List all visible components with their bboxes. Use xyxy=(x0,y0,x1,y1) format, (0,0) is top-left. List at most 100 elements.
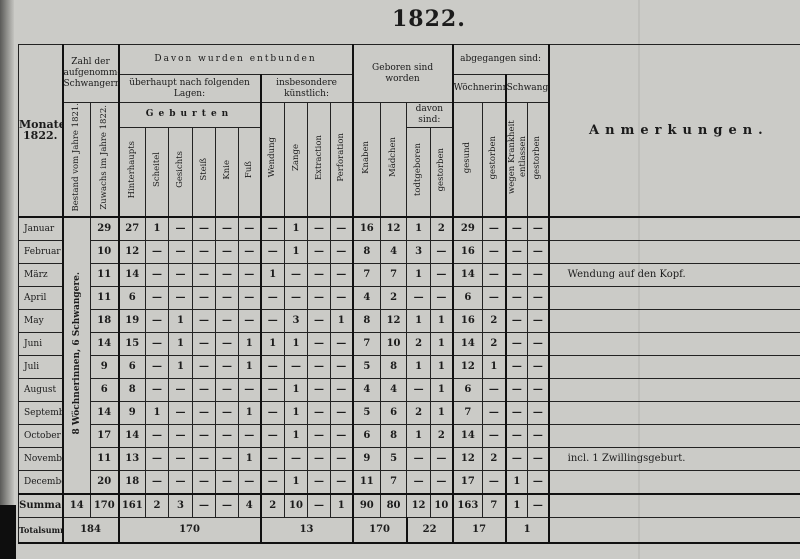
birth-statistics-table: Monate 1822. Zahl der aufgenommenen Schw… xyxy=(18,44,800,544)
summa-cell: 170 xyxy=(89,492,120,518)
table-cell: 4 xyxy=(352,285,382,310)
table-cell: 15 xyxy=(118,331,147,356)
table-cell: — xyxy=(215,216,240,241)
table-cell: — xyxy=(505,446,529,471)
remark xyxy=(548,285,800,310)
month-label: November xyxy=(18,446,64,471)
table-cell: 4 xyxy=(352,377,382,402)
table-cell: 3 xyxy=(406,239,432,264)
table-cell: — xyxy=(505,377,529,402)
table-cell: — xyxy=(430,239,454,264)
remark xyxy=(548,308,800,333)
table-cell: — xyxy=(145,239,170,264)
summa-cell: 14 xyxy=(62,492,91,518)
summa-cell: 80 xyxy=(380,492,408,518)
table-cell: — xyxy=(260,239,286,264)
table-cell: — xyxy=(307,469,332,494)
table-cell: — xyxy=(527,377,550,402)
table-cell: — xyxy=(307,285,332,310)
table-cell: — xyxy=(145,285,170,310)
table-cell: — xyxy=(330,262,354,287)
remark xyxy=(548,469,800,494)
remark xyxy=(548,216,800,241)
table-cell: — xyxy=(168,285,194,310)
header-entlassen: wegen Krankheit entlassen xyxy=(505,102,529,217)
header-kinder-gestorben: gestorben xyxy=(430,126,454,217)
table-row: May 18 19—1— — — —3—1 8 12 1 1 16 2— — xyxy=(18,308,800,333)
table-cell: 2 xyxy=(430,216,454,241)
table-cell: — xyxy=(527,285,550,310)
table-cell: — xyxy=(192,308,217,333)
table-cell: 3 xyxy=(284,308,309,333)
table-cell: 1 xyxy=(406,308,432,333)
table-cell: 14 xyxy=(118,423,147,448)
table-cell: 6 xyxy=(118,354,147,379)
table-cell: — xyxy=(238,262,262,287)
table-cell: — xyxy=(307,216,332,241)
table-cell: — xyxy=(527,308,550,333)
table-cell: 1 xyxy=(238,446,262,471)
table-cell: — xyxy=(406,377,432,402)
summa-row: Summa 14 170 161 2 3— —4 2 10—1 90 80 12 10 163 7 1— xyxy=(18,492,800,518)
table-cell: — xyxy=(215,423,240,448)
table-cell: 2 xyxy=(380,285,408,310)
table-cell: — xyxy=(330,354,354,379)
table-cell: 1 xyxy=(284,400,309,425)
table-cell: — xyxy=(284,446,309,471)
table-cell: — xyxy=(307,331,332,356)
page-title: 1822. xyxy=(392,6,466,32)
summa-cell: 1 xyxy=(330,492,354,518)
table-cell: 19 xyxy=(118,308,147,333)
table-cell: — xyxy=(527,262,550,287)
table-cell: — xyxy=(527,446,550,471)
table-cell: 14 xyxy=(89,400,120,425)
table-cell: 10 xyxy=(89,239,120,264)
table-cell: 7 xyxy=(352,331,382,356)
totalsumma-cell: 170 xyxy=(352,516,408,544)
table-cell: 11 xyxy=(352,469,382,494)
summa-cell: 2 xyxy=(260,492,286,518)
table-cell: 8 xyxy=(352,239,382,264)
table-cell: — xyxy=(215,400,240,425)
table-cell: 8 xyxy=(380,354,408,379)
table-row: October 17 14— — — — — —1— —6 8 1 2 14— — — xyxy=(18,423,800,448)
table-cell: — xyxy=(215,239,240,264)
header-perforation: Perforation xyxy=(330,102,354,217)
summa-cell: 161 xyxy=(118,492,147,518)
table-cell: 9 xyxy=(352,446,382,471)
table-cell: 1 xyxy=(238,400,262,425)
table-cell: 7 xyxy=(380,262,408,287)
table-cell: — xyxy=(482,377,507,402)
table-cell: — xyxy=(330,216,354,241)
table-cell: — xyxy=(238,216,262,241)
table-cell: — xyxy=(527,216,550,241)
table-cell: — xyxy=(482,262,507,287)
remark: incl. 1 Zwillingsgeburt. xyxy=(548,446,800,471)
table-cell: — xyxy=(482,285,507,310)
table-cell: — xyxy=(505,239,529,264)
table-cell: — xyxy=(145,354,170,379)
table-cell: — xyxy=(260,400,286,425)
table-cell: — xyxy=(260,354,286,379)
table-cell: 27 xyxy=(118,216,147,241)
table-cell: 2 xyxy=(430,423,454,448)
header-scheitel: Scheitel xyxy=(145,126,170,217)
table-cell: 1 xyxy=(284,331,309,356)
table-cell: 1 xyxy=(430,377,454,402)
table-cell: — xyxy=(430,262,454,287)
table-cell: — xyxy=(406,285,432,310)
table-cell: — xyxy=(192,262,217,287)
header-schwangere: Schwangere. xyxy=(505,74,550,103)
table-cell: — xyxy=(168,262,194,287)
table-cell: 1 xyxy=(284,469,309,494)
header-todtgeboren: todtgeboren xyxy=(406,126,432,217)
header-davon-entbunden: Davon wurden entbunden xyxy=(118,44,354,75)
page-edge-shadow xyxy=(0,0,14,559)
table-cell: — xyxy=(284,262,309,287)
table-cell: — xyxy=(330,423,354,448)
summa-cell: 7 xyxy=(482,492,507,518)
table-cell: — xyxy=(238,423,262,448)
table-cell: 1 xyxy=(260,262,286,287)
table-cell: 5 xyxy=(352,400,382,425)
table-cell: 1 xyxy=(406,216,432,241)
